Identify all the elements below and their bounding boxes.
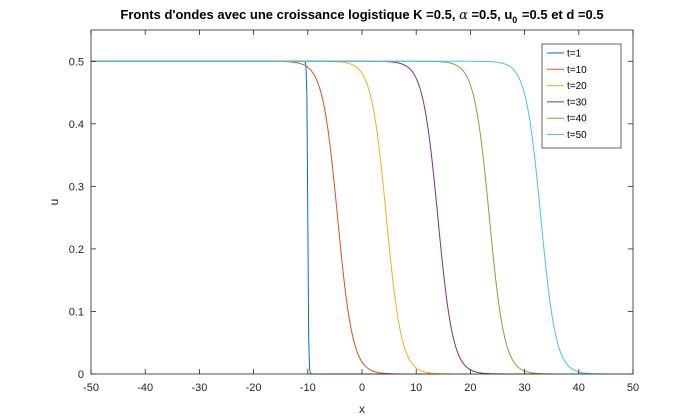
x-tick-label: 10	[410, 382, 422, 394]
y-tick-label: 0	[78, 369, 84, 381]
series-line-t-50	[91, 60, 633, 375]
title-subscript: 0	[512, 15, 517, 25]
legend-entry: t=20	[567, 81, 587, 92]
legend-entry: t=40	[567, 114, 587, 125]
legend-entry: t=30	[567, 97, 587, 108]
title-part3: =0.5 et d =0.5	[518, 7, 603, 22]
x-tick-label: -10	[300, 382, 316, 394]
x-tick-label: -30	[191, 382, 207, 394]
title-alpha-symbol: α	[459, 8, 468, 23]
y-axis-label: u	[47, 199, 61, 206]
title-part2: =0.5, u	[468, 7, 512, 22]
x-tick-label: 50	[627, 382, 639, 394]
series-group	[91, 60, 633, 375]
x-tick-label: -40	[137, 382, 153, 394]
title-part1: Fronts d'ondes avec une croissance logis…	[120, 7, 459, 22]
legend: t=1 t=10 t=20 t=30 t=40 t=50	[541, 43, 622, 149]
x-tick-label: 40	[573, 382, 585, 394]
x-axis: -50 -40 -30 -20 -10 0 10 20 30 40 50	[83, 30, 639, 394]
x-tick-label: 0	[359, 382, 365, 394]
legend-entry: t=10	[567, 65, 587, 76]
y-tick-label: 0.4	[69, 119, 84, 131]
legend-entry: t=1	[567, 49, 582, 60]
x-tick-label: -20	[246, 382, 262, 394]
x-tick-label: 20	[464, 382, 476, 394]
x-axis-label: x	[359, 402, 365, 416]
legend-box	[541, 43, 622, 149]
x-tick-label: -50	[83, 382, 99, 394]
x-tick-label: 30	[518, 382, 530, 394]
chart-title: Fronts d'ondes avec une croissance logis…	[120, 7, 603, 25]
legend-entry: t=50	[567, 130, 587, 141]
y-tick-label: 0.5	[69, 56, 84, 68]
y-axis: 0 0.1 0.2 0.3 0.4 0.5	[69, 56, 633, 381]
y-tick-label: 0.3	[69, 181, 84, 193]
y-tick-label: 0.1	[69, 306, 84, 318]
y-tick-label: 0.2	[69, 244, 84, 256]
